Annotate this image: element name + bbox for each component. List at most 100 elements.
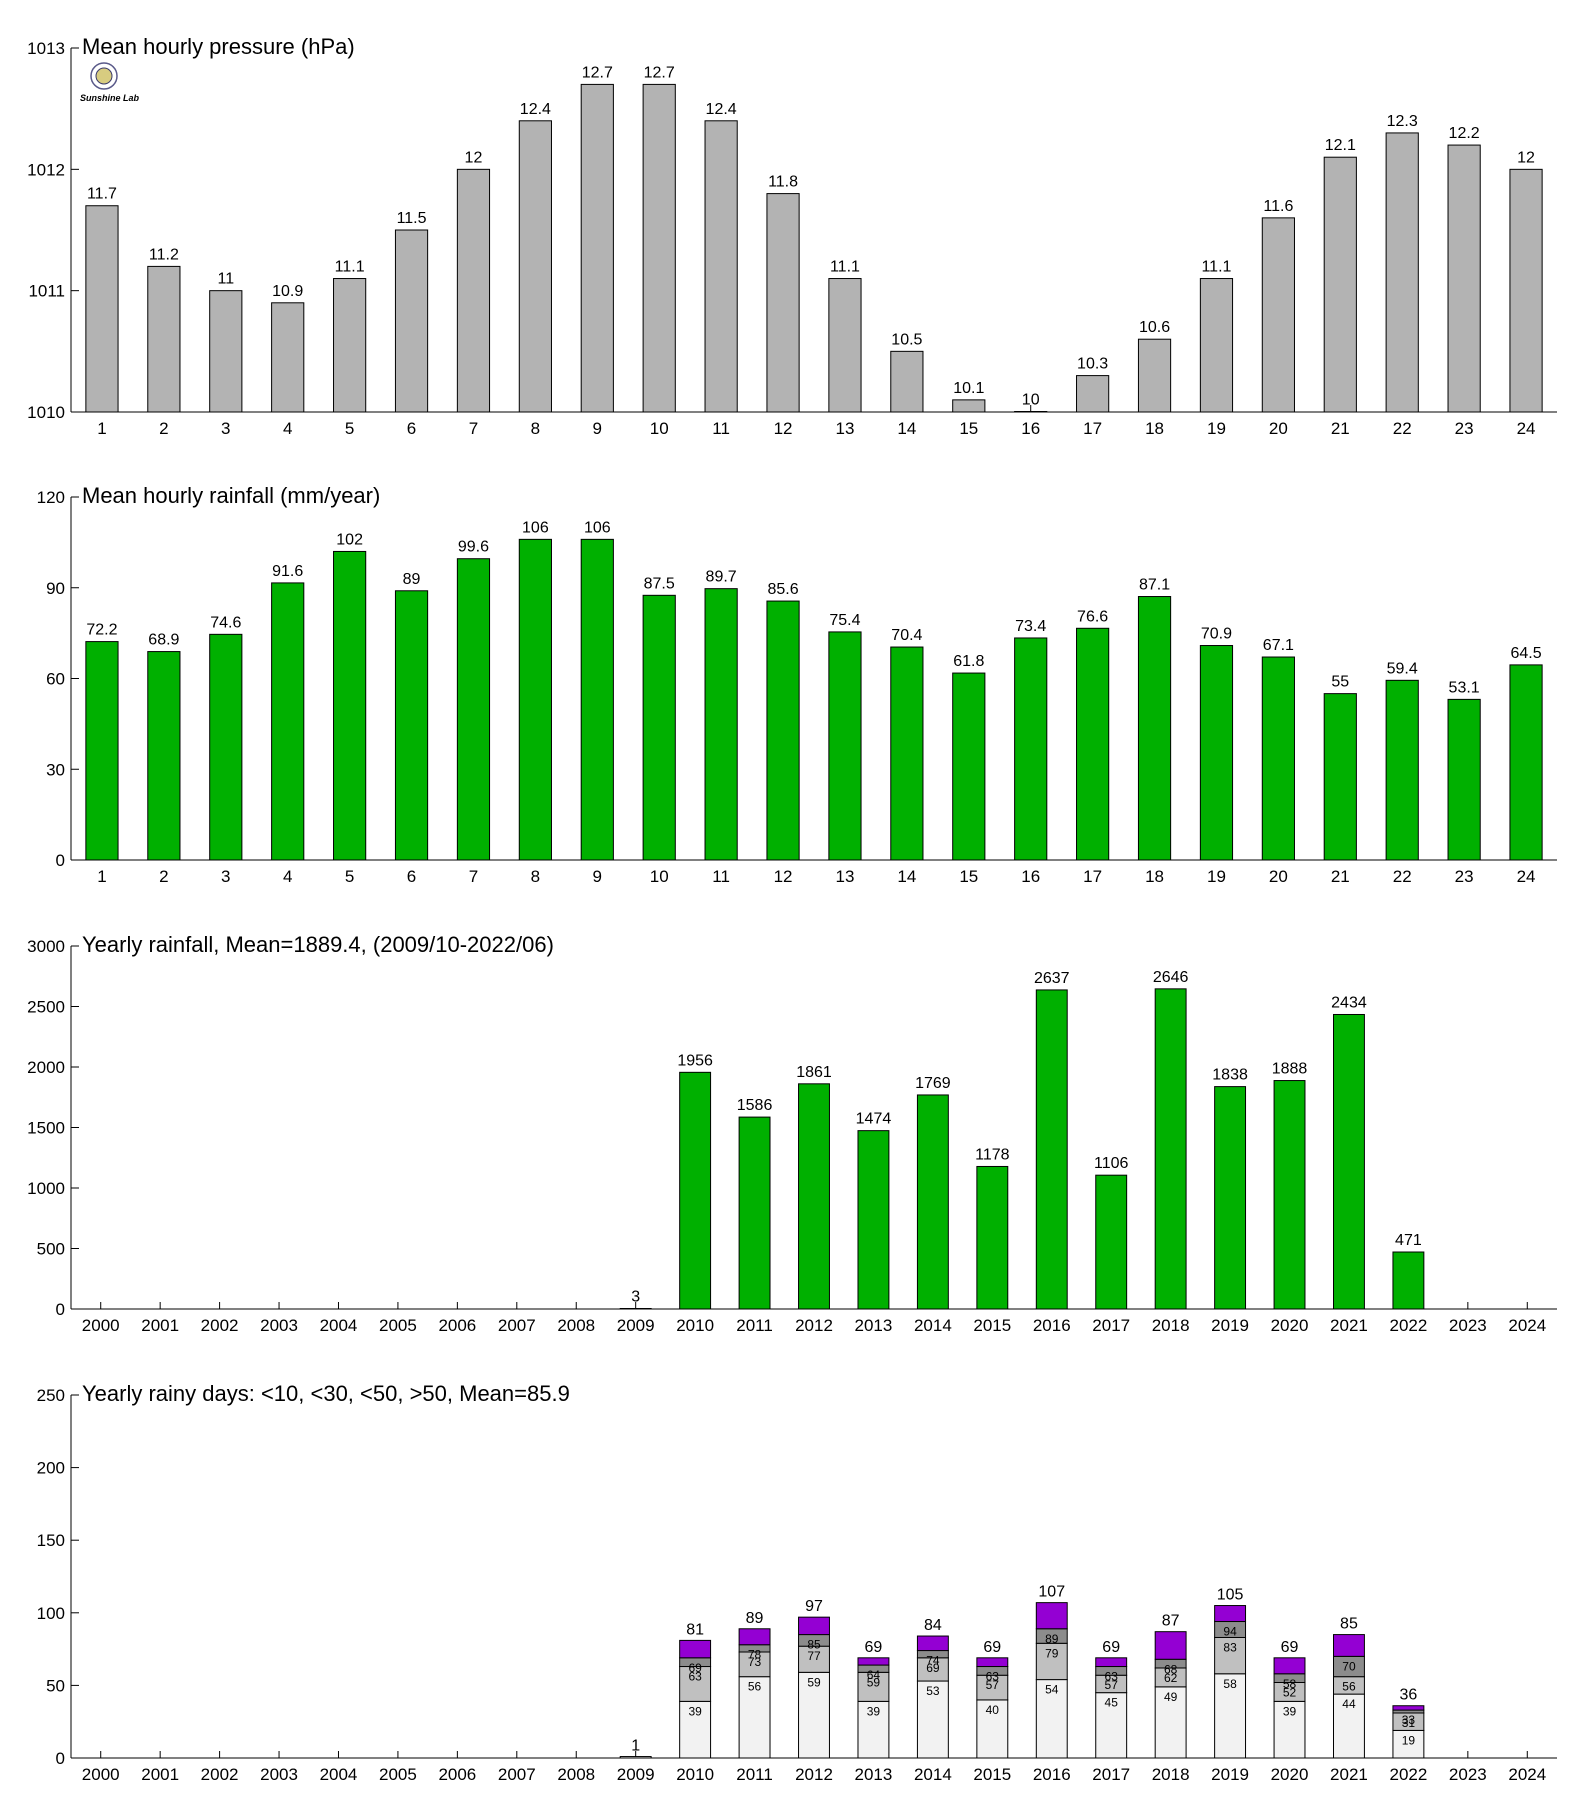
segment-value-label: 77 bbox=[807, 1649, 821, 1663]
x-tick-label: 22 bbox=[1393, 419, 1412, 438]
x-tick-label: 2002 bbox=[201, 1316, 239, 1335]
segment-value-label: 68 bbox=[1164, 1662, 1178, 1676]
bar-value-label: 106 bbox=[522, 519, 549, 536]
chart-panel-yearly-rainfall: Yearly rainfall, Mean=1889.4, (2009/10-2… bbox=[27, 932, 1557, 1335]
bar bbox=[147, 265, 181, 413]
stack-segment->50 bbox=[738, 1628, 771, 1646]
stack-segment->50 bbox=[1273, 1657, 1306, 1675]
x-tick-label: 13 bbox=[835, 419, 854, 438]
bar bbox=[271, 582, 305, 861]
bar bbox=[1154, 988, 1187, 1310]
x-tick-label: 5 bbox=[345, 867, 354, 886]
x-tick-label: 2005 bbox=[379, 1765, 417, 1784]
segment-value-label: 70 bbox=[1342, 1659, 1356, 1673]
x-tick-label: 2007 bbox=[498, 1765, 536, 1784]
bar-value-label: 10.5 bbox=[891, 331, 922, 348]
bar bbox=[209, 290, 243, 413]
segment-value-label: 73 bbox=[748, 1655, 762, 1669]
x-tick-label: 16 bbox=[1021, 419, 1040, 438]
bar-value-label: 87.5 bbox=[644, 575, 675, 592]
x-tick-label: 2014 bbox=[914, 1765, 952, 1784]
bar bbox=[1323, 693, 1357, 861]
x-tick-label: 1 bbox=[97, 867, 106, 886]
segment-value-label: 33 bbox=[1402, 1713, 1416, 1727]
x-tick-label: 2 bbox=[159, 867, 168, 886]
x-tick-label: 19 bbox=[1207, 419, 1226, 438]
x-tick-label: 9 bbox=[593, 867, 602, 886]
stack-segment->50 bbox=[1035, 1602, 1068, 1630]
x-tick-label: 14 bbox=[897, 867, 916, 886]
segment-value-label: 78 bbox=[748, 1648, 762, 1662]
segment-value-label: 58 bbox=[1283, 1677, 1297, 1691]
bar bbox=[1273, 1080, 1306, 1310]
segment-value-label: 53 bbox=[926, 1684, 940, 1698]
x-tick-label: 2014 bbox=[914, 1316, 952, 1335]
x-tick-label: 8 bbox=[531, 867, 540, 886]
bar bbox=[679, 1071, 712, 1310]
segment-value-label: 94 bbox=[1223, 1625, 1237, 1639]
y-tick-label: 100 bbox=[37, 1604, 65, 1623]
segment-value-label: 39 bbox=[1283, 1704, 1297, 1718]
x-tick-label: 10 bbox=[650, 867, 669, 886]
x-tick-label: 2008 bbox=[557, 1316, 595, 1335]
y-tick-label: 0 bbox=[56, 1300, 65, 1319]
y-tick-label: 1013 bbox=[27, 39, 65, 58]
x-tick-label: 2024 bbox=[1508, 1316, 1546, 1335]
stack-segment-<30 bbox=[738, 1651, 771, 1678]
bar-value-label: 75.4 bbox=[829, 612, 860, 629]
bar-value-label: 89.7 bbox=[706, 569, 737, 586]
stack-total-label: 107 bbox=[1038, 1584, 1065, 1601]
bar-value-label: 91.6 bbox=[272, 563, 303, 580]
x-tick-label: 2010 bbox=[676, 1765, 714, 1784]
stack-total-label: 69 bbox=[1102, 1639, 1120, 1656]
x-tick-label: 2020 bbox=[1271, 1316, 1309, 1335]
bar-value-label: 53.1 bbox=[1449, 679, 1480, 696]
segment-value-label: 89 bbox=[1045, 1632, 1059, 1646]
stack-total-label: 36 bbox=[1400, 1687, 1418, 1704]
bar-value-label: 1838 bbox=[1212, 1067, 1248, 1084]
bar-value-label: 76.6 bbox=[1077, 608, 1108, 625]
bar-value-label: 67.1 bbox=[1263, 637, 1294, 654]
stack-segment-<10 bbox=[916, 1680, 949, 1759]
bar-value-label: 1106 bbox=[1094, 1155, 1129, 1172]
bar-value-label: 99.6 bbox=[458, 539, 489, 556]
x-tick-label: 18 bbox=[1145, 419, 1164, 438]
bar bbox=[1261, 656, 1295, 861]
x-tick-label: 2016 bbox=[1033, 1316, 1071, 1335]
x-tick-label: 2018 bbox=[1152, 1316, 1190, 1335]
segment-value-label: 59 bbox=[867, 1675, 881, 1689]
segment-value-label: 85 bbox=[807, 1638, 821, 1652]
bar-value-label: 102 bbox=[336, 531, 363, 548]
bar-value-label: 1888 bbox=[1272, 1061, 1308, 1078]
x-tick-label: 2011 bbox=[736, 1316, 773, 1335]
bar-value-label: 12.7 bbox=[644, 64, 675, 81]
stack-segment->50 bbox=[976, 1657, 1009, 1668]
stack-total-label: 1 bbox=[631, 1738, 640, 1755]
x-tick-label: 2016 bbox=[1033, 1765, 1071, 1784]
bar bbox=[271, 302, 305, 413]
x-tick-label: 2003 bbox=[260, 1765, 298, 1784]
bar bbox=[642, 83, 676, 413]
y-tick-label: 2000 bbox=[27, 1058, 65, 1077]
bar bbox=[1447, 698, 1481, 861]
bar-value-label: 68.9 bbox=[148, 632, 179, 649]
x-tick-label: 9 bbox=[593, 419, 602, 438]
bar-value-label: 12.4 bbox=[520, 101, 551, 118]
bar-value-label: 89 bbox=[403, 571, 421, 588]
segment-value-label: 79 bbox=[1045, 1646, 1059, 1660]
bar bbox=[456, 558, 491, 861]
segment-value-label: 31 bbox=[1402, 1716, 1416, 1730]
bar bbox=[766, 600, 800, 861]
stack-segment-<10 bbox=[798, 1671, 830, 1759]
y-tick-label: 60 bbox=[46, 670, 65, 689]
bar-value-label: 2646 bbox=[1153, 969, 1189, 986]
bar bbox=[916, 1094, 949, 1310]
x-tick-label: 17 bbox=[1083, 867, 1102, 886]
bar-value-label: 471 bbox=[1395, 1232, 1422, 1249]
bar-value-label: 64.5 bbox=[1510, 645, 1541, 662]
x-tick-label: 2012 bbox=[795, 1316, 833, 1335]
x-tick-label: 12 bbox=[774, 867, 793, 886]
bar-value-label: 11.1 bbox=[830, 259, 860, 276]
stack-segment-<10 bbox=[619, 1756, 652, 1759]
